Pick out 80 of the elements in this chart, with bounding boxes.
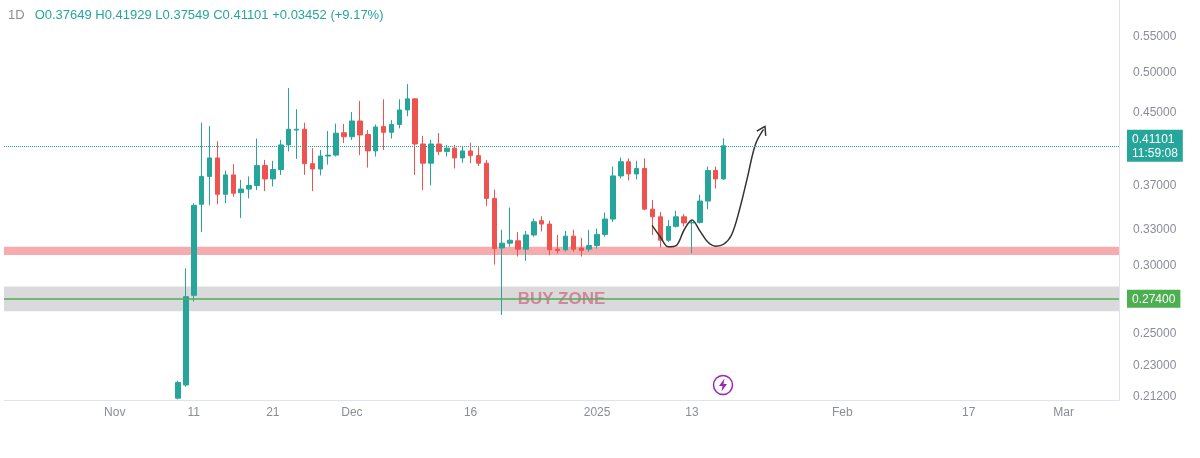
x-tick-label: Dec: [341, 405, 363, 419]
candlestick: [618, 156, 624, 179]
candlestick: [531, 217, 537, 238]
candlestick: [246, 175, 252, 199]
candlestick: [223, 169, 228, 204]
candlestick: [563, 230, 568, 253]
candlestick: [515, 231, 521, 257]
candlestick: [420, 135, 426, 191]
candlestick: [397, 98, 402, 129]
candlestick: [689, 219, 695, 254]
candlestick: [381, 98, 386, 151]
y-tick-label: 0.21200: [1133, 388, 1177, 403]
candlestick: [555, 234, 560, 254]
candlestick: [262, 159, 268, 192]
candlestick: [476, 146, 481, 167]
y-tick-label: 0.45000: [1133, 104, 1177, 119]
candlestick: [666, 219, 671, 243]
candlestick: [602, 211, 608, 238]
candlestick: [389, 119, 394, 140]
text: 1D: [8, 7, 25, 22]
candlestick: [658, 211, 663, 248]
x-tick-label: 2025: [583, 405, 611, 419]
x-tick-label: 16: [463, 405, 478, 419]
candlestick: [547, 220, 552, 256]
candlestick: [523, 230, 529, 262]
y-tick-label: 0.50000: [1133, 64, 1177, 79]
text: O0.37649 H0.41929 L0.37549 C0.41101 +0.03452 (+9.17%): [34, 7, 384, 22]
ref-line-label: 0.27400: [1132, 291, 1176, 306]
candlestick: [539, 215, 544, 232]
y-tick-label: 0.37000: [1133, 178, 1177, 193]
x-tick-label: 13: [685, 405, 699, 419]
candlestick: [586, 229, 592, 253]
candlestick: [231, 163, 236, 198]
candlestick: [412, 97, 418, 176]
x-tick-label: 11: [187, 405, 201, 419]
candlestick: [310, 147, 315, 192]
candlestick: [705, 166, 711, 210]
x-tick-label: Feb: [831, 405, 853, 419]
candlestick: [499, 229, 505, 316]
candlestick: [673, 210, 679, 228]
candlestick: [594, 228, 600, 250]
ref-line-label: 0.41101 11:59:08: [1132, 131, 1179, 160]
candlestick: [610, 166, 616, 223]
candlestick: [191, 202, 197, 303]
candlestick: [642, 157, 647, 211]
candlestick: [507, 207, 513, 248]
candlestick: [452, 144, 457, 170]
candlestick: [697, 194, 703, 225]
candlestick: [713, 166, 718, 190]
x-tick-label: 17: [962, 405, 976, 419]
candlestick: [270, 160, 276, 187]
candlestick: [468, 142, 473, 164]
y-tick-label: 0.33000: [1133, 221, 1177, 236]
candlestick: [405, 83, 410, 117]
x-tick-label: 21: [266, 405, 280, 419]
candlestick: [215, 140, 220, 205]
candlestick: [492, 189, 497, 266]
candlestick: [302, 122, 307, 176]
candlestick: [341, 123, 347, 144]
candlestick: [318, 149, 323, 176]
candlestick: [365, 129, 371, 169]
candlestick: [579, 237, 584, 257]
candlestick: [571, 229, 576, 253]
candlestick: [626, 157, 631, 181]
candlestick: [484, 159, 489, 207]
y-tick-label: 0.30000: [1133, 257, 1177, 272]
candlestick: [357, 100, 363, 156]
candlestick: [650, 199, 655, 236]
x-tick-label: Mar: [1053, 405, 1074, 419]
candlestick: [681, 213, 687, 227]
candlestick: [634, 160, 639, 180]
y-tick-label: 0.23000: [1133, 357, 1177, 372]
candlestick: [183, 267, 189, 388]
candlestick: [175, 380, 181, 400]
candlestick: [349, 111, 355, 141]
y-tick-label: 0.55000: [1133, 28, 1177, 43]
x-tick-label: Nov: [104, 405, 126, 419]
y-tick-label: 0.25000: [1133, 326, 1177, 341]
candlestick: [436, 132, 442, 156]
candlestick: [238, 179, 244, 219]
